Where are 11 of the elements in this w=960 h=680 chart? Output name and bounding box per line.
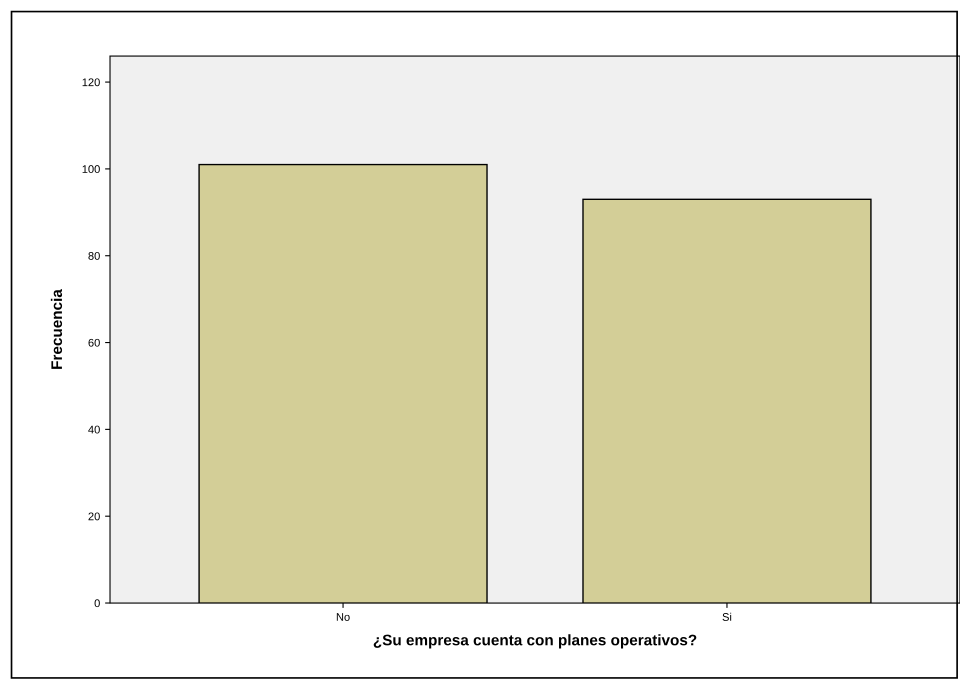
y-tick-label: 80: [88, 252, 100, 260]
y-tick-label: 100: [82, 165, 100, 174]
y-tick-label: 0: [94, 599, 100, 608]
x-axis-title: ¿Su empresa cuenta con planes operativos?: [374, 634, 696, 648]
y-tick-label: 40: [88, 426, 100, 434]
x-tick-label: Si: [722, 612, 732, 621]
x-tick-label: No: [336, 613, 350, 621]
y-axis-title: Frecuencia: [50, 289, 62, 369]
y-tick-label: 20: [88, 512, 100, 520]
y-tick-label: 120: [82, 78, 100, 86]
y-tick-label: 60: [88, 338, 100, 347]
